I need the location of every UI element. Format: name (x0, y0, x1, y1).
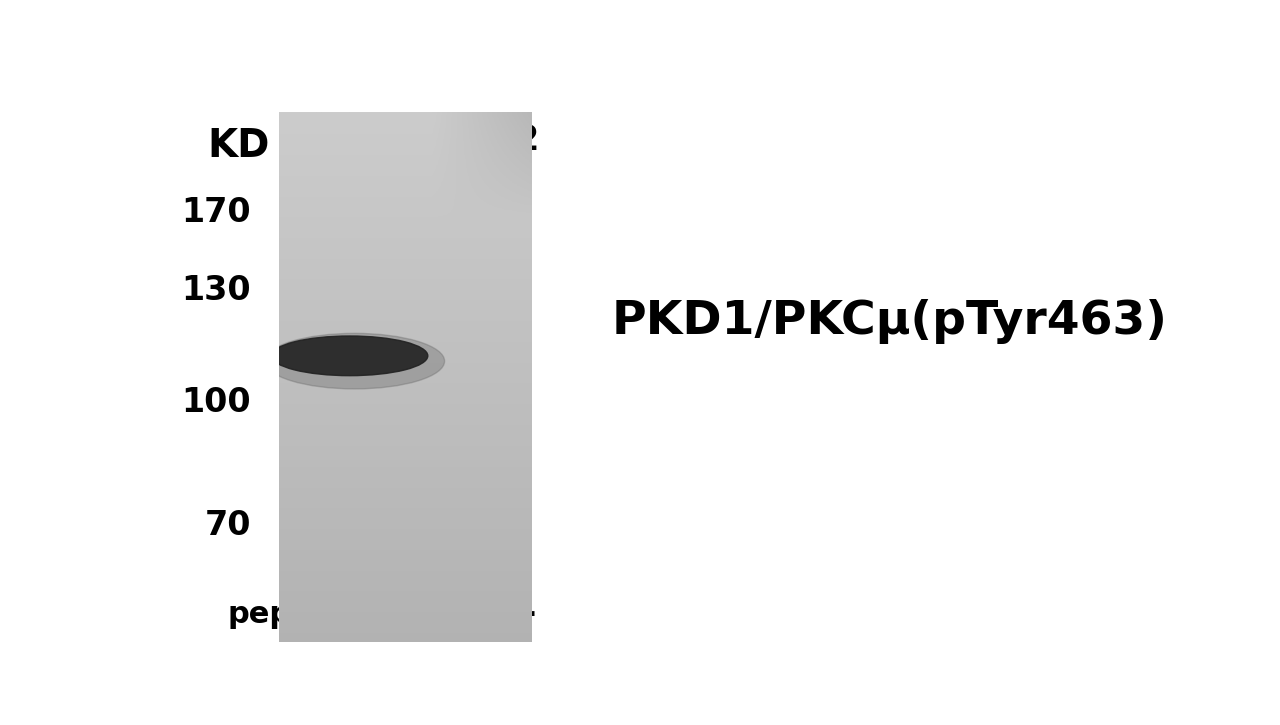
Text: 130: 130 (182, 274, 251, 307)
Ellipse shape (265, 334, 444, 389)
Ellipse shape (271, 336, 428, 376)
Text: HepG2: HepG2 (404, 123, 540, 157)
Text: -: - (415, 595, 431, 634)
Text: peptide: peptide (228, 600, 360, 629)
Text: 70: 70 (205, 509, 251, 542)
Text: KD: KD (207, 127, 270, 165)
Text: 100: 100 (182, 386, 251, 419)
Text: +: + (506, 595, 539, 634)
Text: PKD1/PKCμ(pTyr463): PKD1/PKCμ(pTyr463) (612, 299, 1167, 344)
Text: 170: 170 (182, 196, 251, 229)
